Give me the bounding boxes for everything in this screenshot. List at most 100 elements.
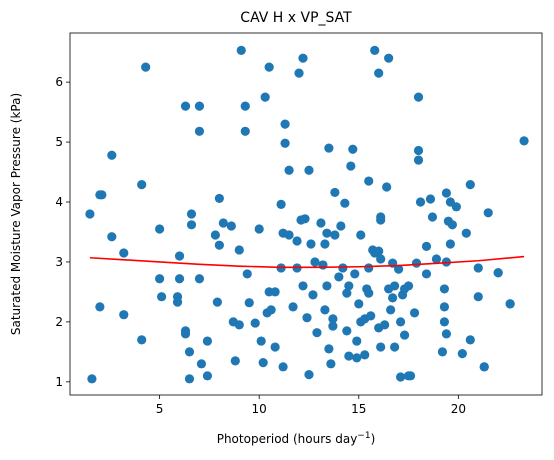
- data-point: [413, 145, 424, 156]
- y-tick-label: 2: [55, 315, 63, 329]
- data-point: [394, 264, 404, 274]
- data-point: [483, 208, 493, 218]
- data-point: [465, 180, 475, 190]
- data-point: [465, 335, 475, 345]
- y-tick-label: 5: [55, 135, 63, 149]
- data-point: [445, 239, 455, 249]
- data-point: [202, 336, 213, 346]
- data-point: [334, 272, 344, 282]
- data-point: [324, 143, 334, 153]
- data-point: [194, 101, 205, 111]
- data-point: [374, 246, 384, 256]
- data-point: [344, 351, 354, 361]
- x-axis-label-superscript: −1: [357, 431, 370, 441]
- data-point: [425, 194, 436, 204]
- y-axis-label: Saturated Moisture Vapor Pressure (kPa): [9, 93, 23, 335]
- data-point: [342, 288, 352, 298]
- data-point: [119, 310, 129, 320]
- data-point: [95, 302, 105, 312]
- data-point: [288, 302, 298, 312]
- data-point: [330, 230, 340, 240]
- data-point: [107, 150, 117, 160]
- data-point: [184, 374, 195, 384]
- data-point: [409, 308, 420, 318]
- data-point: [226, 221, 236, 231]
- data-point: [254, 224, 264, 234]
- data-point: [364, 176, 374, 186]
- data-point: [328, 321, 338, 331]
- data-point: [388, 293, 398, 303]
- y-axis: 1 2 3 4 5 6: [55, 75, 70, 389]
- data-point: [431, 254, 442, 264]
- data-point: [376, 212, 386, 222]
- x-tick-label: 20: [451, 402, 466, 416]
- data-point: [242, 269, 252, 279]
- data-point: [97, 190, 107, 200]
- data-point: [346, 161, 356, 171]
- data-point: [294, 68, 304, 78]
- data-point: [441, 188, 452, 198]
- data-point: [174, 251, 185, 261]
- data-point: [180, 101, 191, 111]
- data-point: [141, 62, 151, 72]
- data-point: [137, 180, 147, 190]
- data-point: [316, 218, 326, 228]
- data-point: [87, 374, 97, 384]
- data-point: [348, 144, 358, 154]
- data-point: [374, 68, 384, 78]
- data-point: [157, 292, 167, 302]
- y-tick-label: 3: [55, 255, 63, 269]
- data-point: [210, 230, 220, 240]
- data-point: [155, 224, 165, 234]
- data-point: [390, 342, 400, 352]
- data-point: [326, 359, 336, 369]
- data-point: [354, 299, 364, 309]
- data-point: [236, 45, 246, 55]
- data-point: [382, 182, 392, 192]
- data-point: [473, 292, 483, 302]
- data-point: [218, 218, 228, 228]
- data-point: [270, 287, 280, 297]
- axes-frame: [69, 32, 543, 396]
- data-point: [340, 198, 350, 208]
- data-point: [457, 349, 467, 359]
- data-point: [441, 329, 452, 339]
- data-point: [278, 362, 288, 372]
- data-point: [258, 358, 268, 368]
- data-point: [451, 202, 461, 212]
- data-point: [234, 320, 244, 330]
- data-point: [234, 245, 244, 255]
- data-point: [370, 45, 380, 55]
- data-point: [344, 281, 354, 291]
- data-point: [376, 342, 386, 352]
- data-point: [405, 371, 416, 381]
- data-point: [214, 240, 224, 250]
- plot-area: [85, 45, 529, 384]
- data-point: [421, 269, 432, 279]
- data-point: [230, 356, 240, 366]
- data-point: [304, 165, 314, 175]
- data-point: [411, 258, 422, 268]
- data-point: [186, 220, 197, 230]
- y-tick-label: 4: [55, 195, 63, 209]
- x-tick-label: 15: [351, 402, 366, 416]
- data-point: [308, 290, 318, 300]
- x-axis: 5 10 15 20: [156, 395, 466, 416]
- data-point: [479, 362, 489, 372]
- x-tick-label: 10: [252, 402, 267, 416]
- data-point: [280, 138, 290, 148]
- data-point: [356, 230, 366, 240]
- data-point: [240, 126, 250, 136]
- data-point: [194, 274, 205, 284]
- x-axis-label-main: Photoperiod (hours day: [217, 432, 358, 446]
- data-point: [439, 302, 450, 312]
- data-point: [186, 209, 197, 219]
- data-point: [298, 53, 308, 63]
- data-point: [390, 281, 400, 291]
- data-point: [519, 136, 529, 146]
- data-point: [214, 193, 224, 204]
- data-point: [396, 372, 406, 382]
- data-point: [119, 248, 129, 258]
- data-point: [421, 241, 432, 251]
